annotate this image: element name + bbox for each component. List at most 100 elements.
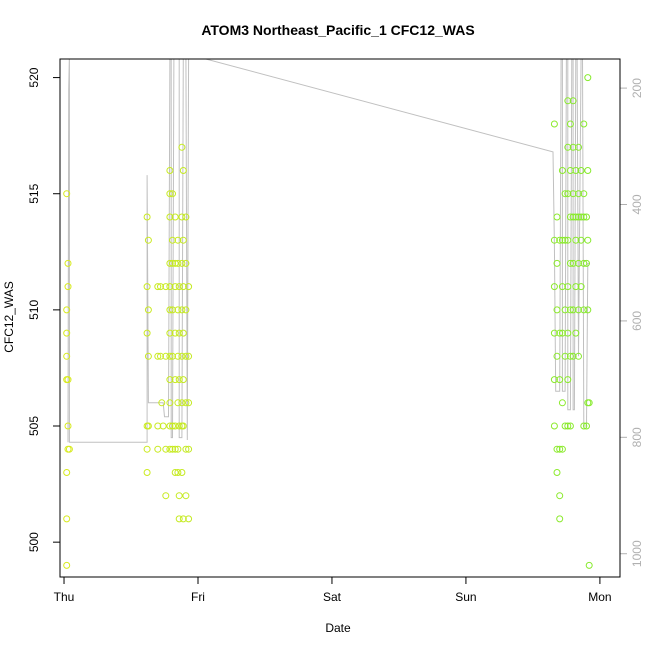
data-point xyxy=(171,469,179,476)
data-point xyxy=(564,97,572,105)
data-point xyxy=(564,329,572,337)
data-point xyxy=(166,329,174,337)
data-point xyxy=(569,213,577,221)
data-point xyxy=(185,515,193,523)
data-point xyxy=(584,74,592,82)
data-point xyxy=(556,492,564,500)
data-point xyxy=(566,352,574,360)
data-point xyxy=(63,329,71,337)
data-point xyxy=(154,445,162,453)
data-point xyxy=(175,283,183,291)
data-point xyxy=(166,259,174,267)
data-point xyxy=(577,236,585,244)
data-point xyxy=(159,422,167,430)
data-point xyxy=(556,445,564,453)
data-point xyxy=(178,259,186,267)
data-point xyxy=(174,445,182,453)
data-point xyxy=(174,259,182,267)
data-point xyxy=(550,422,558,430)
data-point xyxy=(556,236,564,244)
data-point xyxy=(179,236,187,244)
data-point xyxy=(157,283,164,291)
data-point xyxy=(158,399,166,407)
data-point xyxy=(553,445,561,453)
data-point xyxy=(171,213,179,221)
data-point xyxy=(166,445,174,453)
data-point xyxy=(63,469,71,476)
data-point xyxy=(179,376,187,384)
data-point xyxy=(550,283,558,291)
data-point xyxy=(577,283,585,291)
data-point xyxy=(564,143,572,151)
data-point xyxy=(575,306,582,314)
line-series xyxy=(67,59,590,443)
axes: Thu Fri Sat Sun Mon 500 505 510 515 520 200 400 600 8… xyxy=(27,67,644,604)
data-point xyxy=(575,143,582,151)
data-point xyxy=(143,329,151,337)
data-point xyxy=(550,236,558,244)
data-point xyxy=(169,306,176,314)
right-y-tick-label: 200 xyxy=(630,78,644,98)
y-tick-label: 500 xyxy=(27,532,41,552)
data-point xyxy=(550,376,558,384)
data-point xyxy=(166,213,174,221)
data-point xyxy=(143,445,151,453)
data-point xyxy=(569,190,577,198)
data-point xyxy=(185,283,193,291)
data-point xyxy=(553,259,561,267)
x-tick-label: Sun xyxy=(455,590,476,604)
data-point xyxy=(63,561,71,569)
data-point xyxy=(171,376,179,384)
data-point xyxy=(169,190,176,198)
data-point xyxy=(580,306,588,314)
y-tick-label: 515 xyxy=(27,183,41,203)
data-point xyxy=(558,167,566,174)
data-point xyxy=(169,259,176,267)
data-point xyxy=(584,236,592,244)
data-point xyxy=(175,422,183,430)
data-point xyxy=(569,306,577,314)
data-point xyxy=(63,515,71,523)
data-point xyxy=(144,306,152,314)
data-point xyxy=(162,445,170,453)
data-point xyxy=(169,422,176,430)
data-point xyxy=(553,469,561,476)
data-point xyxy=(169,352,176,360)
data-point xyxy=(178,469,186,476)
data-point xyxy=(166,283,174,291)
data-point xyxy=(178,399,186,407)
data-point xyxy=(65,445,73,453)
data-point xyxy=(572,167,580,174)
right-y-tick-label: 600 xyxy=(630,311,644,331)
data-point xyxy=(550,329,558,337)
data-point xyxy=(583,422,590,430)
data-point xyxy=(178,306,186,314)
data-point xyxy=(561,422,569,430)
y-tick-label: 510 xyxy=(27,300,41,320)
data-point xyxy=(162,283,170,291)
data-point xyxy=(569,259,577,267)
data-point xyxy=(178,352,186,360)
data-point xyxy=(182,399,190,407)
data-point xyxy=(182,352,190,360)
data-point xyxy=(561,236,569,244)
data-point xyxy=(162,492,170,500)
data-point xyxy=(575,352,582,360)
data-point xyxy=(564,422,572,430)
data-point xyxy=(580,190,588,198)
y-tick-label: 505 xyxy=(27,416,41,436)
data-point xyxy=(166,422,174,430)
x-tick-label: Fri xyxy=(191,590,205,604)
data-point xyxy=(144,352,152,360)
data-point xyxy=(585,561,593,569)
data-point xyxy=(171,445,179,453)
data-point xyxy=(575,259,582,267)
data-point xyxy=(558,283,566,291)
data-point xyxy=(572,236,580,244)
data-point xyxy=(572,329,580,337)
data-point xyxy=(564,236,572,244)
data-point xyxy=(175,515,183,523)
data-point xyxy=(569,143,577,151)
data-point xyxy=(64,376,72,384)
x-tick-label: Sat xyxy=(323,590,342,604)
